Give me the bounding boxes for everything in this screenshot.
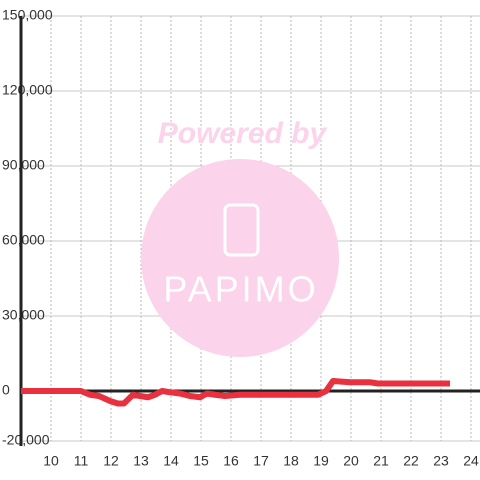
- y-tick-label: 120,000: [2, 82, 53, 98]
- y-tick-label: 30,000: [2, 307, 45, 323]
- x-tick-label: 11: [74, 453, 89, 469]
- x-tick-label: 14: [163, 453, 179, 469]
- x-tick-label: 10: [43, 453, 59, 469]
- y-tick-label: 60,000: [2, 232, 45, 248]
- y-tick-label: 0: [2, 382, 10, 398]
- x-tick-label: 16: [223, 453, 239, 469]
- x-tick-label: 19: [313, 453, 329, 469]
- y-tick-label: 90,000: [2, 157, 45, 173]
- x-tick-label: 23: [433, 453, 449, 469]
- watermark-circle: [141, 159, 339, 357]
- watermark: Powered by PAPIMO: [141, 117, 339, 357]
- watermark-title: Powered by: [158, 117, 328, 150]
- x-tick-label: 24: [463, 453, 479, 469]
- x-tick-label: 12: [103, 453, 119, 469]
- y-tick-label: -20,000: [2, 432, 50, 448]
- x-tick-label: 21: [373, 453, 389, 469]
- x-tick-label: 20: [343, 453, 359, 469]
- watermark-brand: PAPIMO: [163, 269, 318, 310]
- x-tick-label: 18: [283, 453, 299, 469]
- y-tick-label: 150,000: [2, 7, 53, 23]
- x-tick-label: 13: [133, 453, 149, 469]
- data-line: [21, 378, 450, 407]
- x-tick-label: 22: [403, 453, 419, 469]
- phone-icon: [223, 203, 260, 257]
- x-tick-label: 15: [193, 453, 209, 469]
- x-tick-label: 17: [253, 453, 269, 469]
